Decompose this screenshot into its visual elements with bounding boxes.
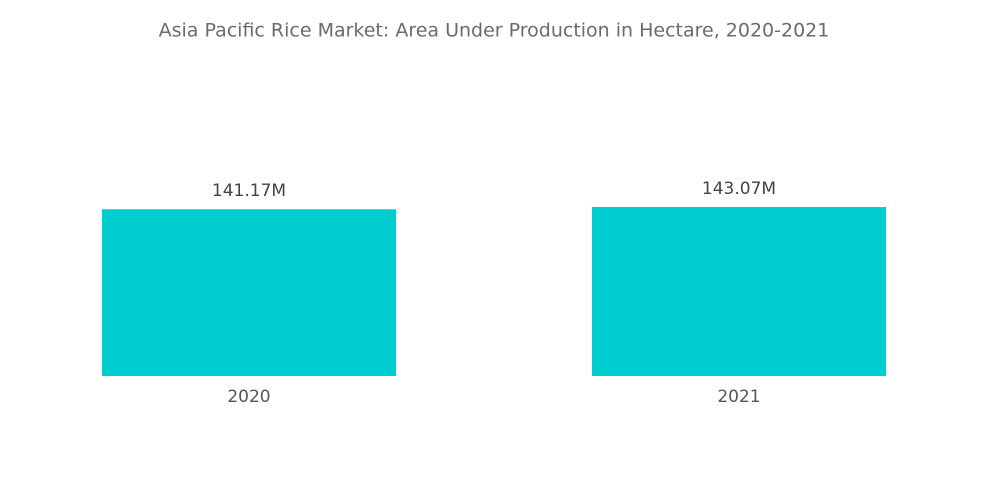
chart-title: Asia Pacific Rice Market: Area Under Pro…: [159, 20, 830, 42]
value-label: 143.07M: [702, 179, 776, 199]
x-tick-label: 2020: [227, 387, 270, 407]
bar: [102, 209, 396, 376]
x-tick-label: 2021: [717, 387, 760, 407]
value-label: 141.17M: [212, 181, 286, 201]
bar: [592, 206, 886, 376]
